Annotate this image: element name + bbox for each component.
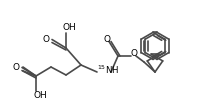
Text: O: O	[43, 35, 49, 44]
Text: O: O	[12, 62, 20, 71]
Text: $^{15}$NH: $^{15}$NH	[97, 64, 119, 76]
Text: O: O	[103, 35, 111, 44]
Text: O: O	[130, 50, 138, 58]
Text: OH: OH	[62, 24, 76, 33]
Text: OH: OH	[33, 90, 47, 99]
